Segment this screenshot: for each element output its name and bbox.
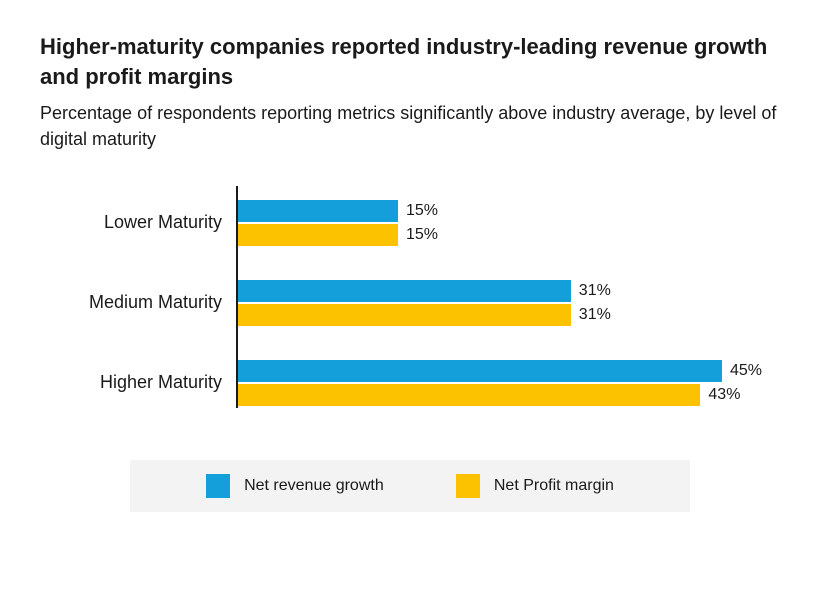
bar-group: 31%31% (236, 280, 780, 326)
legend: Net revenue growth Net Profit margin (130, 460, 690, 512)
chart-row: Higher Maturity45%43% (50, 360, 780, 406)
chart-title: Higher-maturity companies reported indus… (40, 32, 780, 91)
value-label: 15% (406, 226, 438, 244)
legend-label: Net revenue growth (244, 477, 384, 495)
bar (236, 360, 722, 382)
legend-swatch (206, 474, 230, 498)
bar-wrap: 15% (236, 200, 780, 222)
bar (236, 280, 571, 302)
value-label: 31% (579, 306, 611, 324)
legend-item: Net Profit margin (456, 474, 614, 498)
bar (236, 304, 571, 326)
value-label: 15% (406, 202, 438, 220)
category-label: Lower Maturity (50, 212, 236, 233)
category-label: Higher Maturity (50, 372, 236, 393)
y-axis-line (236, 186, 238, 408)
bar-wrap: 15% (236, 224, 780, 246)
bar-wrap: 31% (236, 280, 780, 302)
legend-item: Net revenue growth (206, 474, 384, 498)
value-label: 31% (579, 282, 611, 300)
chart-row: Lower Maturity15%15% (50, 200, 780, 246)
bar-wrap: 45% (236, 360, 780, 382)
bar-wrap: 43% (236, 384, 780, 406)
category-label: Medium Maturity (50, 292, 236, 313)
bar (236, 200, 398, 222)
bar (236, 224, 398, 246)
bar-group: 45%43% (236, 360, 780, 406)
value-label: 45% (730, 362, 762, 380)
value-label: 43% (708, 386, 740, 404)
bar-group: 15%15% (236, 200, 780, 246)
bar-chart: Lower Maturity15%15%Medium Maturity31%31… (50, 200, 780, 406)
chart-row: Medium Maturity31%31% (50, 280, 780, 326)
bar (236, 384, 700, 406)
chart-subtitle: Percentage of respondents reporting metr… (40, 101, 780, 151)
legend-swatch (456, 474, 480, 498)
legend-label: Net Profit margin (494, 477, 614, 495)
bar-wrap: 31% (236, 304, 780, 326)
